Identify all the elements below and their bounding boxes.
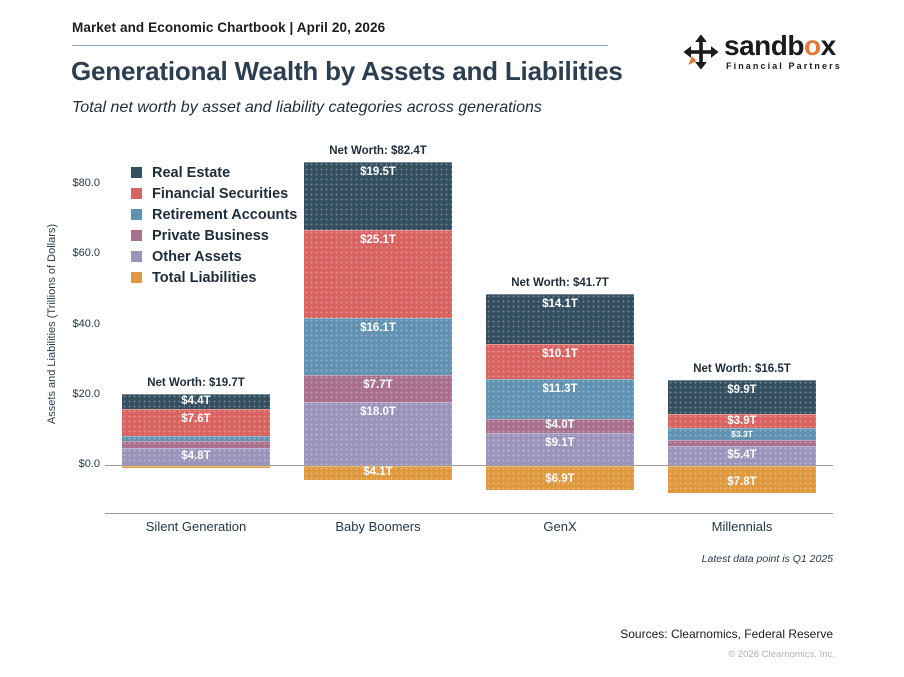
bar-segment <box>486 433 634 465</box>
legend-label: Financial Securities <box>152 185 289 202</box>
bar-segment <box>304 230 452 319</box>
net-worth-label: Net Worth: $41.7T <box>511 277 609 290</box>
bar-segment-value: $7.8T <box>727 475 757 488</box>
y-tick-label: $60.0 <box>72 247 100 260</box>
bar-segment-value: $16.1T <box>360 322 396 335</box>
logo-name-part2: x <box>820 30 837 61</box>
legend-item: Financial Securities <box>131 183 297 204</box>
bar-segment <box>122 441 270 449</box>
bar-segment-value: $3.9T <box>727 414 757 427</box>
legend-item: Real Estate <box>131 162 297 183</box>
legend-label: Private Business <box>152 227 269 244</box>
bar-segment <box>486 418 634 434</box>
bar-segment-value: $4.0T <box>545 419 575 432</box>
legend-item: Private Business <box>131 225 297 246</box>
bar-segment <box>668 379 816 415</box>
bar-segment-value: $9.9T <box>727 383 757 396</box>
bar-segment-value: $7.6T <box>181 413 211 426</box>
logo-tagline: Financial Partners <box>726 61 842 71</box>
bar-segment-value: $6.9T <box>545 472 575 485</box>
bar-segment <box>486 466 634 491</box>
bar-segment <box>668 414 816 429</box>
bar-segment <box>122 393 270 410</box>
bar-segment <box>304 466 452 481</box>
bar-segment <box>122 409 270 436</box>
y-tick-label: $0.0 <box>78 458 100 470</box>
bar-segment-value: $25.1T <box>360 234 396 246</box>
logo-name-part1: sandb <box>724 30 804 61</box>
legend-swatch <box>131 272 142 283</box>
logo-name: sandbox <box>724 31 842 61</box>
legend-label: Real Estate <box>152 164 231 181</box>
bar-segment <box>486 343 634 380</box>
bar-segment-value: $4.1T <box>363 466 393 479</box>
bar-segment <box>668 428 816 440</box>
bar-segment <box>304 401 452 465</box>
x-category-label: Baby Boomers <box>335 519 421 534</box>
net-worth-label: Net Worth: $82.4T <box>329 144 427 157</box>
y-tick-label: $80.0 <box>72 177 100 189</box>
legend-item: Total Liabilities <box>131 267 297 288</box>
bar-segment-value: $4.8T <box>181 449 211 462</box>
logo-name-accent: o <box>803 30 821 61</box>
legend-label: Other Assets <box>152 248 242 265</box>
bar-segment <box>486 294 634 344</box>
logo: sandbox Financial Partners <box>682 31 842 71</box>
bar-segment-value: $9.1T <box>545 437 575 450</box>
legend-swatch <box>131 167 142 178</box>
x-category-label: GenX <box>543 519 577 534</box>
bar-segment <box>122 448 270 465</box>
bar-segment <box>122 466 270 469</box>
bar-segment-value: $7.7T <box>363 378 393 391</box>
net-worth-label: Net Worth: $19.7T <box>147 376 245 389</box>
bar-segment-value: $10.1T <box>542 347 578 360</box>
sources-text: Sources: Clearnomics, Federal Reserve <box>620 627 833 641</box>
legend-swatch <box>131 251 142 262</box>
net-worth-label: Net Worth: $16.5T <box>693 362 791 375</box>
bar-segment-value: $3.3T <box>731 428 753 439</box>
copyright-text: © 2026 Clearnomics, Inc. <box>728 649 835 660</box>
x-category-label: Silent Generation <box>145 519 247 534</box>
legend-label: Retirement Accounts <box>152 206 298 223</box>
legend-swatch <box>131 209 142 220</box>
bar-segment <box>668 446 816 465</box>
bar-segment <box>304 374 452 402</box>
chart-legend: Real Estate Financial Securities Retiremen… <box>131 162 297 288</box>
bar-segment-value: $5.4T <box>727 448 757 461</box>
move-arrows-icon <box>683 34 719 70</box>
bar-segment <box>668 439 816 447</box>
y-tick-label: $20.0 <box>72 387 100 400</box>
bar-segment <box>304 161 452 230</box>
y-tick-label: $40.0 <box>72 317 100 330</box>
bar-segment <box>122 435 270 442</box>
page-subtitle: Total net worth by asset and liability c… <box>72 99 542 116</box>
header-divider <box>72 45 608 46</box>
x-axis-line <box>105 513 833 514</box>
bar-segment <box>486 379 634 419</box>
bar-segment-value: $14.1T <box>542 298 578 311</box>
bar-segment-value: $19.5T <box>360 165 396 178</box>
x-category-label: Millennials <box>711 519 773 534</box>
legend-label: Total Liabilities <box>152 269 257 286</box>
bar-segment-value: $18.0T <box>360 405 396 418</box>
legend-swatch <box>131 188 142 199</box>
bar-segment <box>668 466 816 494</box>
legend-swatch <box>131 230 142 241</box>
chartbook-header: Market and Economic Chartbook | April 20… <box>72 20 386 35</box>
latest-data-note: Latest data point is Q1 2025 <box>701 553 833 565</box>
legend-item: Retirement Accounts <box>131 204 297 225</box>
bar-segment-value: $11.3T <box>542 383 578 396</box>
bar-segment-value: $4.4T <box>181 394 211 407</box>
page-title: Generational Wealth by Assets and Liabil… <box>71 56 623 86</box>
legend-item: Other Assets <box>131 246 297 267</box>
zero-baseline <box>105 465 833 466</box>
bar-segment <box>304 318 452 375</box>
logo-text: sandbox Financial Partners <box>724 31 842 72</box>
